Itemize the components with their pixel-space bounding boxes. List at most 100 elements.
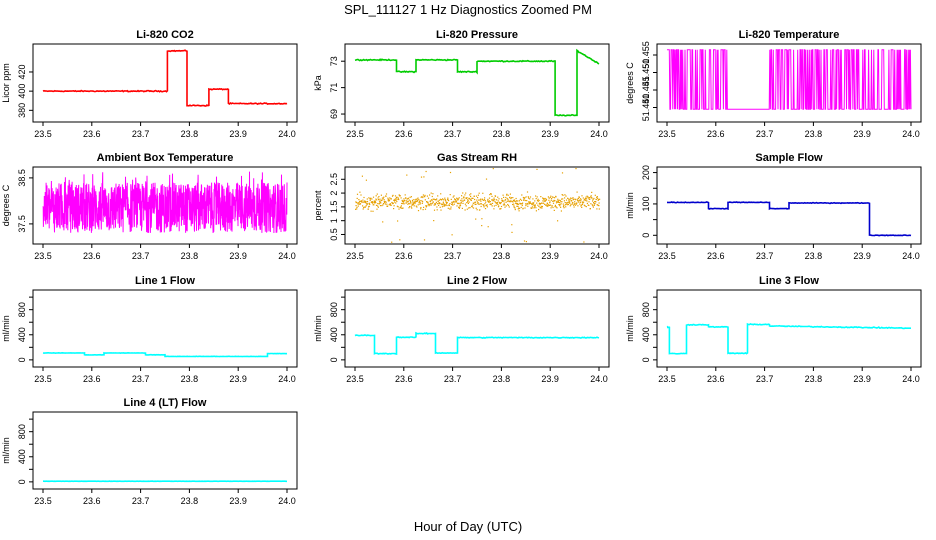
data-point bbox=[504, 204, 506, 206]
data-point bbox=[548, 199, 550, 201]
data-point bbox=[394, 201, 396, 203]
data-point bbox=[458, 206, 460, 208]
data-point bbox=[410, 206, 412, 208]
data-point bbox=[554, 200, 556, 202]
data-point bbox=[480, 200, 482, 202]
data-point bbox=[446, 204, 448, 207]
data-point bbox=[540, 196, 542, 198]
plot-frame bbox=[32, 43, 298, 123]
data-point bbox=[568, 201, 571, 203]
data-point bbox=[529, 198, 531, 200]
data-point bbox=[529, 196, 532, 198]
data-point bbox=[483, 206, 485, 208]
data-point bbox=[479, 203, 481, 205]
data-point bbox=[494, 201, 496, 203]
data-point bbox=[576, 198, 578, 200]
data-point bbox=[449, 194, 451, 196]
data-point bbox=[395, 199, 397, 201]
panel-title: Li-820 Temperature bbox=[739, 29, 840, 41]
data-point bbox=[583, 204, 585, 206]
data-point bbox=[421, 202, 423, 204]
data-point bbox=[514, 209, 516, 211]
data-point bbox=[359, 203, 362, 205]
data-point bbox=[579, 203, 581, 205]
data-point bbox=[416, 206, 418, 208]
data-point bbox=[596, 196, 598, 198]
data-point bbox=[355, 205, 357, 207]
data-point bbox=[592, 198, 594, 201]
x-tick-label: 23.7 bbox=[756, 251, 774, 261]
data-point bbox=[441, 204, 443, 206]
data-point bbox=[411, 204, 413, 206]
data-point bbox=[495, 204, 497, 206]
data-point bbox=[404, 194, 406, 196]
data-point bbox=[558, 199, 560, 201]
data-point bbox=[513, 205, 515, 207]
data-point bbox=[445, 202, 447, 204]
data-point bbox=[583, 201, 585, 203]
data-point bbox=[511, 231, 513, 233]
data-point bbox=[576, 203, 578, 205]
data-point bbox=[592, 205, 594, 207]
data-point bbox=[529, 202, 531, 204]
data-point bbox=[364, 206, 366, 208]
data-point bbox=[410, 202, 412, 204]
data-point bbox=[398, 194, 400, 196]
data-point bbox=[536, 200, 539, 202]
data-point bbox=[447, 197, 449, 199]
data-point bbox=[452, 201, 454, 203]
data-point bbox=[383, 199, 385, 201]
data-point bbox=[391, 241, 393, 243]
panel-4: Ambient Box Temperature degrees C 23.5 23.6… bbox=[1, 152, 298, 261]
data-point bbox=[545, 204, 547, 206]
data-point bbox=[377, 205, 379, 207]
data-point bbox=[467, 199, 469, 201]
data-point bbox=[412, 201, 414, 203]
y-tick-label: 800 bbox=[17, 424, 27, 439]
data-point bbox=[550, 195, 552, 197]
data-point bbox=[442, 198, 444, 200]
data-point bbox=[382, 221, 384, 223]
data-point bbox=[378, 203, 380, 205]
data-point bbox=[562, 198, 564, 200]
y-tick-label: 1 bbox=[329, 218, 339, 223]
data-point bbox=[592, 206, 594, 208]
data-point bbox=[539, 204, 541, 206]
data-point bbox=[364, 200, 366, 202]
data-point bbox=[439, 202, 441, 204]
data-point bbox=[449, 203, 451, 205]
data-point bbox=[493, 208, 495, 210]
data-point bbox=[542, 202, 545, 204]
x-tick-label: 23.6 bbox=[395, 251, 413, 261]
x-tick-label: 23.5 bbox=[658, 374, 676, 384]
data-point bbox=[417, 197, 419, 199]
plot-frame bbox=[32, 166, 298, 245]
data-point bbox=[430, 204, 432, 206]
y-tick-label: 0 bbox=[641, 357, 651, 362]
data-point bbox=[505, 201, 507, 203]
data-point bbox=[380, 194, 382, 196]
x-tick-label: 23.5 bbox=[346, 374, 364, 384]
data-point bbox=[375, 198, 377, 200]
plot-frame bbox=[32, 289, 298, 368]
data-point bbox=[489, 201, 491, 203]
data-point bbox=[569, 202, 571, 204]
x-tick-label: 23.8 bbox=[493, 129, 511, 139]
x-tick-label: 23.6 bbox=[83, 129, 101, 139]
y-axis-label: degrees C bbox=[625, 62, 635, 104]
data-point bbox=[478, 199, 480, 201]
data-point bbox=[513, 199, 516, 201]
panel-title: Line 2 Flow bbox=[447, 275, 507, 287]
x-tick-label: 23.6 bbox=[83, 496, 101, 506]
data-point bbox=[549, 204, 552, 206]
data-point bbox=[477, 202, 479, 204]
data-point bbox=[586, 195, 588, 197]
data-point bbox=[582, 202, 584, 204]
data-point bbox=[581, 201, 583, 203]
data-point bbox=[458, 202, 460, 204]
data-point bbox=[490, 193, 492, 195]
x-tick-label: 23.8 bbox=[493, 251, 511, 261]
data-point bbox=[511, 201, 513, 203]
data-point bbox=[596, 196, 598, 198]
data-point bbox=[565, 195, 567, 197]
